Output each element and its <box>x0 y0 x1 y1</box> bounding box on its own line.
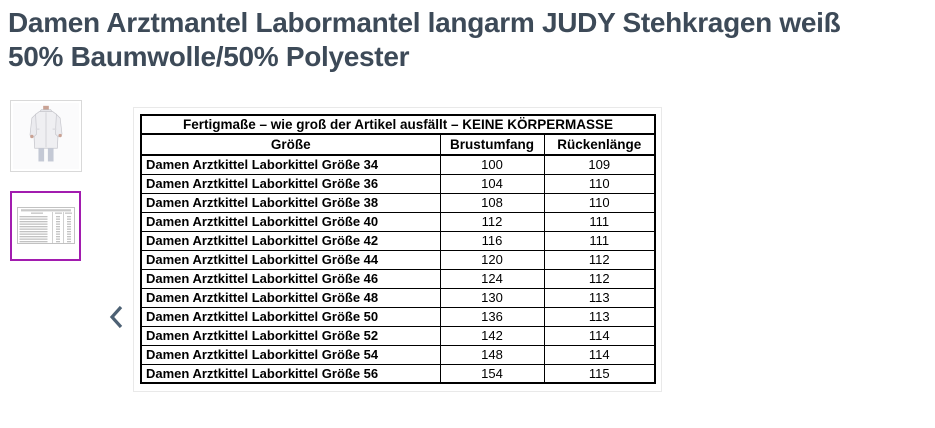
table-row: Damen Arztkittel Laborkittel Größe 50 13… <box>140 306 656 327</box>
thumbnail-size-chart[interactable] <box>10 191 81 261</box>
size-cell-chest: 108 <box>439 192 545 213</box>
size-cell-back: 109 <box>543 154 656 175</box>
size-cell-label: Damen Arztkittel Laborkittel Größe 52 <box>140 325 441 346</box>
size-cell-label: Damen Arztkittel Laborkittel Größe 50 <box>140 306 441 327</box>
lab-coat-image <box>13 103 79 169</box>
table-row: Damen Arztkittel Laborkittel Größe 44 12… <box>140 249 656 270</box>
table-row: Damen Arztkittel Laborkittel Größe 40 11… <box>140 211 656 232</box>
size-cell-label: Damen Arztkittel Laborkittel Größe 46 <box>140 268 441 289</box>
size-cell-back: 111 <box>543 230 656 251</box>
size-cell-back: 110 <box>543 192 656 213</box>
size-cell-label: Damen Arztkittel Laborkittel Größe 48 <box>140 287 441 308</box>
table-row: Damen Arztkittel Laborkittel Größe 48 13… <box>140 287 656 308</box>
table-row: Damen Arztkittel Laborkittel Größe 46 12… <box>140 268 656 289</box>
size-cell-label: Damen Arztkittel Laborkittel Größe 42 <box>140 230 441 251</box>
page-title-line2: 50% Baumwolle/50% Polyester <box>8 41 410 72</box>
size-cell-label: Damen Arztkittel Laborkittel Größe 40 <box>140 211 441 232</box>
table-row: Damen Arztkittel Laborkittel Größe 56 15… <box>140 363 656 384</box>
size-cell-chest: 154 <box>439 363 545 384</box>
table-row: Damen Arztkittel Laborkittel Größe 54 14… <box>140 344 656 365</box>
page-title-line1: Damen Arztmantel Labormantel langarm JUD… <box>8 7 841 38</box>
size-cell-back: 113 <box>543 287 656 308</box>
size-cell-chest: 112 <box>439 211 545 232</box>
size-cell-label: Damen Arztkittel Laborkittel Größe 44 <box>140 249 441 270</box>
column-header-brustumfang: Brustumfang <box>439 133 545 156</box>
size-cell-chest: 120 <box>439 249 545 270</box>
size-cell-back: 111 <box>543 211 656 232</box>
size-cell-label: Damen Arztkittel Laborkittel Größe 54 <box>140 344 441 365</box>
column-header-groesse: Größe <box>140 133 441 156</box>
size-cell-label: Damen Arztkittel Laborkittel Größe 56 <box>140 363 441 384</box>
size-cell-back: 110 <box>543 173 656 194</box>
size-chart-image: Fertigmaße – wie groß der Artikel ausfäl… <box>133 107 663 392</box>
thumbnail-product-photo[interactable] <box>10 100 82 172</box>
size-cell-chest: 100 <box>439 154 545 175</box>
table-row: Damen Arztkittel Laborkittel Größe 52 14… <box>140 325 656 346</box>
size-cell-chest: 136 <box>439 306 545 327</box>
size-cell-chest: 104 <box>439 173 545 194</box>
size-cell-label: Damen Arztkittel Laborkittel Größe 38 <box>140 192 441 213</box>
size-table-caption: Fertigmaße – wie groß der Artikel ausfäl… <box>140 114 656 135</box>
size-cell-back: 112 <box>543 268 656 289</box>
size-cell-back: 112 <box>543 249 656 270</box>
table-row: Damen Arztkittel Laborkittel Größe 42 11… <box>140 230 656 251</box>
size-cell-back: 114 <box>543 344 656 365</box>
size-cell-back: 115 <box>543 363 656 384</box>
size-table-header-row: Größe Brustumfang Rückenlänge <box>140 133 656 156</box>
table-row: Damen Arztkittel Laborkittel Größe 38 10… <box>140 192 656 213</box>
gallery-prev-button[interactable] <box>102 301 130 333</box>
size-cell-label: Damen Arztkittel Laborkittel Größe 34 <box>140 154 441 175</box>
size-cell-back: 114 <box>543 325 656 346</box>
size-cell-back: 113 <box>543 306 656 327</box>
size-table: Fertigmaße – wie groß der Artikel ausfäl… <box>140 114 657 384</box>
page-title: Damen Arztmantel Labormantel langarm JUD… <box>8 6 928 74</box>
size-cell-chest: 130 <box>439 287 545 308</box>
size-cell-chest: 142 <box>439 325 545 346</box>
size-cell-label: Damen Arztkittel Laborkittel Größe 36 <box>140 173 441 194</box>
size-cell-chest: 116 <box>439 230 545 251</box>
size-table-caption-row: Fertigmaße – wie groß der Artikel ausfäl… <box>140 114 656 135</box>
column-header-rueckenlaenge: Rückenlänge <box>543 133 656 156</box>
table-row: Damen Arztkittel Laborkittel Größe 36 10… <box>140 173 656 194</box>
size-chart-thumbnail-image <box>16 207 75 244</box>
size-cell-chest: 148 <box>439 344 545 365</box>
table-row: Damen Arztkittel Laborkittel Größe 34 10… <box>140 154 656 175</box>
size-table-body: Damen Arztkittel Laborkittel Größe 34 10… <box>140 154 656 384</box>
chevron-left-icon <box>109 305 123 329</box>
size-cell-chest: 124 <box>439 268 545 289</box>
